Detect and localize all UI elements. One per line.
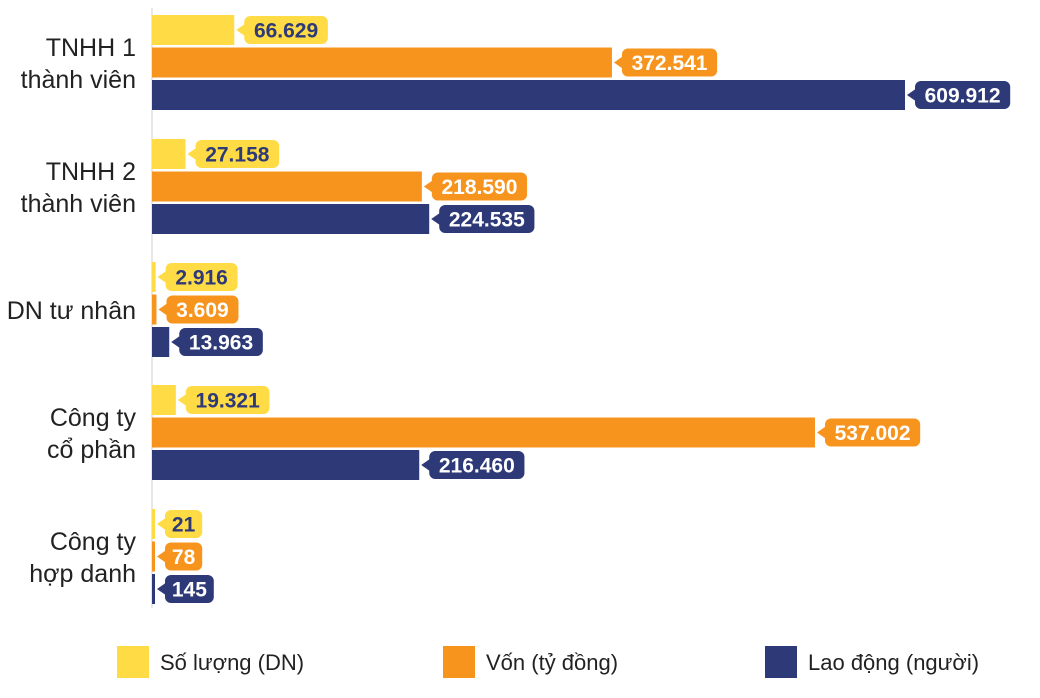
data-label: 537.002 xyxy=(816,418,921,447)
legend-label: Lao động (người) xyxy=(808,650,979,675)
legend: Số lượng (DN) Vốn (tỷ đồng) Lao động (ngườ… xyxy=(117,646,979,678)
svg-text:3.609: 3.609 xyxy=(176,299,229,322)
legend-item: Vốn (tỷ đồng) xyxy=(443,646,618,678)
data-label: 372.541 xyxy=(613,48,718,77)
legend-label: Số lượng (DN) xyxy=(160,650,304,675)
svg-text:609.912: 609.912 xyxy=(925,85,1001,108)
legend-swatch xyxy=(443,646,475,678)
bar xyxy=(152,541,155,572)
data-label: 216.460 xyxy=(421,451,525,479)
legend-label: Vốn (tỷ đồng) xyxy=(486,650,618,675)
data-label: 21 xyxy=(157,510,203,538)
bar xyxy=(152,262,156,292)
legend-item: Lao động (người) xyxy=(765,646,979,678)
data-label: 66.629 xyxy=(236,16,328,44)
category-label: DN tư nhân xyxy=(7,297,136,325)
bars xyxy=(152,15,905,604)
data-label: 13.963 xyxy=(171,328,263,356)
category-labels: TNHH 1 thành viên TNHH 2 thành viên DN tư nh… xyxy=(7,34,137,588)
legend-swatch xyxy=(117,646,149,678)
bar xyxy=(152,417,815,448)
category-label: Công ty cổ phần xyxy=(47,404,136,464)
bar xyxy=(152,171,422,202)
bar xyxy=(152,385,176,415)
svg-text:13.963: 13.963 xyxy=(189,332,253,355)
svg-text:27.158: 27.158 xyxy=(205,144,270,167)
data-label: 19.321 xyxy=(177,386,270,414)
bar xyxy=(152,139,186,169)
svg-text:537.002: 537.002 xyxy=(835,422,911,445)
svg-text:66.629: 66.629 xyxy=(254,20,318,43)
data-label: 2.916 xyxy=(157,263,238,291)
svg-text:224.535: 224.535 xyxy=(449,209,525,232)
data-labels: 66.629 372.541 609.912 27.158 218.590 224.535… xyxy=(157,16,1011,603)
svg-text:216.460: 216.460 xyxy=(439,455,515,478)
data-label: 218.590 xyxy=(423,172,528,201)
bar xyxy=(152,204,430,234)
svg-text:21: 21 xyxy=(172,514,196,537)
bar xyxy=(152,294,157,325)
data-label: 224.535 xyxy=(431,205,535,233)
bar xyxy=(152,450,420,480)
category-label: Công ty hợp danh xyxy=(29,528,136,588)
bar xyxy=(152,15,235,45)
category-label: TNHH 2 thành viên xyxy=(21,158,136,218)
data-label: 78 xyxy=(157,542,203,571)
legend-item: Số lượng (DN) xyxy=(117,646,304,678)
legend-swatch xyxy=(765,646,797,678)
data-label: 27.158 xyxy=(187,140,280,168)
category-label: TNHH 1 thành viên xyxy=(21,34,136,94)
bar xyxy=(152,80,905,110)
svg-text:145: 145 xyxy=(172,579,207,602)
svg-text:2.916: 2.916 xyxy=(175,267,228,290)
svg-text:19.321: 19.321 xyxy=(196,390,261,413)
bar xyxy=(152,47,612,78)
svg-text:78: 78 xyxy=(172,546,196,569)
svg-text:218.590: 218.590 xyxy=(442,176,518,199)
bar xyxy=(152,327,170,357)
bar xyxy=(152,509,155,539)
bar xyxy=(152,574,155,604)
data-label: 145 xyxy=(157,575,214,603)
svg-text:372.541: 372.541 xyxy=(632,52,708,75)
data-label: 609.912 xyxy=(907,81,1011,109)
data-label: 3.609 xyxy=(158,295,239,324)
